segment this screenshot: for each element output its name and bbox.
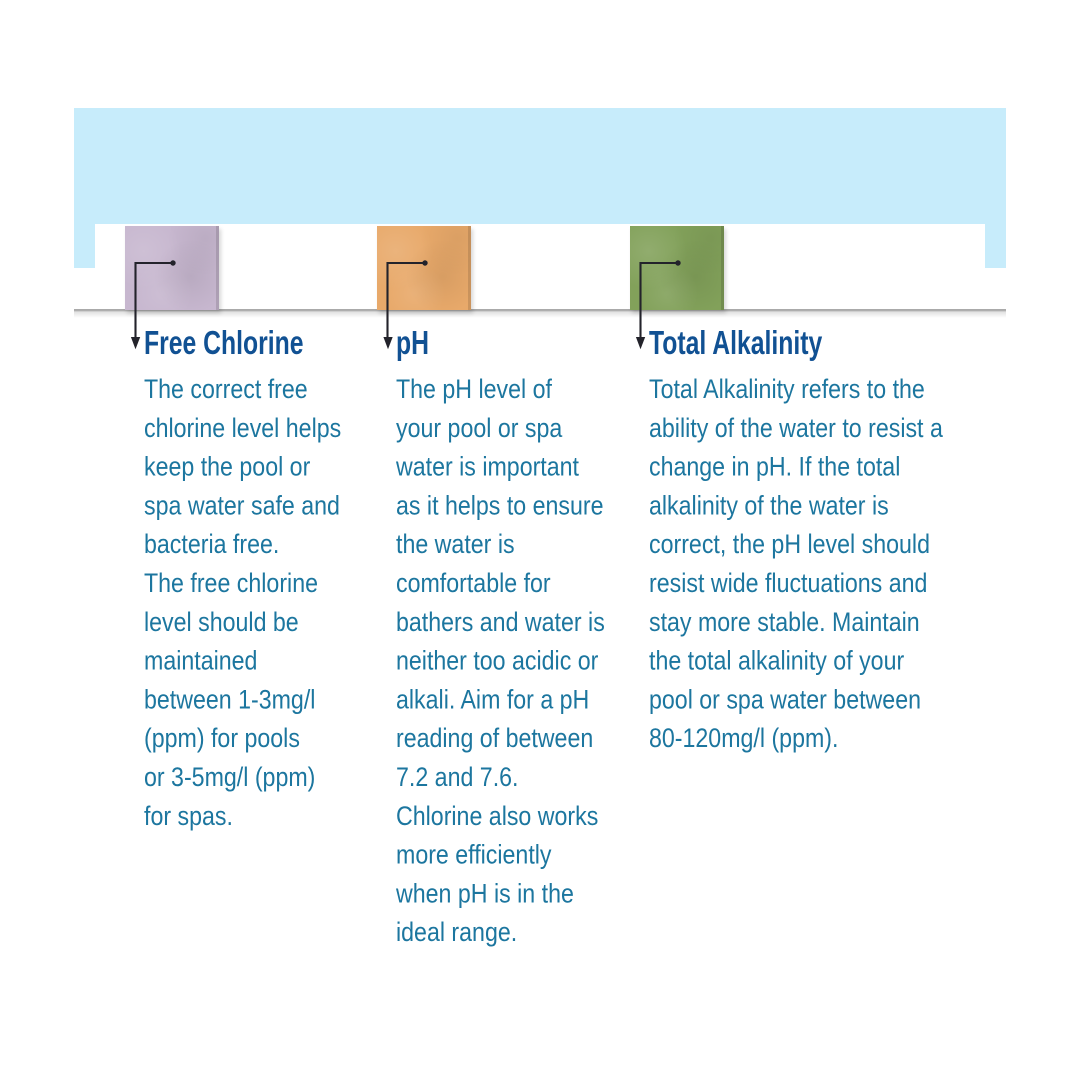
svg-text:or 3-5mg/l (ppm): or 3-5mg/l (ppm) xyxy=(144,762,315,792)
svg-text:level should be: level should be xyxy=(144,607,299,637)
svg-text:change in pH. If the total: change in pH. If the total xyxy=(649,452,900,482)
svg-text:neither too acidic or: neither too acidic or xyxy=(396,646,599,676)
svg-text:bathers and water is: bathers and water is xyxy=(396,607,605,637)
svg-text:alkalinity of the water is: alkalinity of the water is xyxy=(649,490,889,520)
svg-text:maintained: maintained xyxy=(144,646,257,676)
svg-text:The pH level of: The pH level of xyxy=(396,374,553,404)
svg-text:chlorine level helps: chlorine level helps xyxy=(144,413,341,443)
svg-text:between 1-3mg/l: between 1-3mg/l xyxy=(144,684,315,714)
svg-text:your pool or spa: your pool or spa xyxy=(396,413,563,443)
svg-text:bacteria free.: bacteria free. xyxy=(144,529,279,559)
svg-text:80-120mg/l (ppm).: 80-120mg/l (ppm). xyxy=(649,723,838,753)
svg-text:The free chlorine: The free chlorine xyxy=(144,568,318,598)
svg-text:The correct free: The correct free xyxy=(144,374,308,404)
svg-text:7.2 and 7.6.: 7.2 and 7.6. xyxy=(396,762,518,792)
svg-text:Total Alkalinity refers to the: Total Alkalinity refers to the xyxy=(649,374,925,404)
svg-text:as it helps to ensure: as it helps to ensure xyxy=(396,490,604,520)
svg-text:alkali. Aim for a pH: alkali. Aim for a pH xyxy=(396,684,589,714)
svg-text:spa water safe and: spa water safe and xyxy=(144,490,340,520)
svg-text:the water is: the water is xyxy=(396,529,515,559)
svg-text:the total alkalinity of your: the total alkalinity of your xyxy=(649,646,904,676)
svg-text:Chlorine also works: Chlorine also works xyxy=(396,801,598,831)
svg-text:(ppm) for pools: (ppm) for pools xyxy=(144,723,300,753)
svg-text:reading of between: reading of between xyxy=(396,723,593,753)
svg-text:ideal range.: ideal range. xyxy=(396,917,517,947)
svg-text:correct, the pH level should: correct, the pH level should xyxy=(649,529,930,559)
svg-text:keep the pool or: keep the pool or xyxy=(144,452,310,482)
svg-text:pH: pH xyxy=(396,324,429,361)
svg-text:comfortable for: comfortable for xyxy=(396,568,551,598)
svg-text:stay more stable. Maintain: stay more stable. Maintain xyxy=(649,607,920,637)
svg-text:more efficiently: more efficiently xyxy=(396,840,552,870)
svg-text:ability of the water to resist: ability of the water to resist a xyxy=(649,413,943,443)
svg-text:Free Chlorine: Free Chlorine xyxy=(144,324,304,361)
svg-text:resist wide fluctuations and: resist wide fluctuations and xyxy=(649,568,927,598)
svg-text:for spas.: for spas. xyxy=(144,801,233,831)
svg-text:when pH is in the: when pH is in the xyxy=(395,878,574,908)
svg-text:Total Alkalinity: Total Alkalinity xyxy=(649,324,823,361)
svg-text:water is important: water is important xyxy=(395,452,579,482)
svg-text:pool or spa water between: pool or spa water between xyxy=(649,684,921,714)
